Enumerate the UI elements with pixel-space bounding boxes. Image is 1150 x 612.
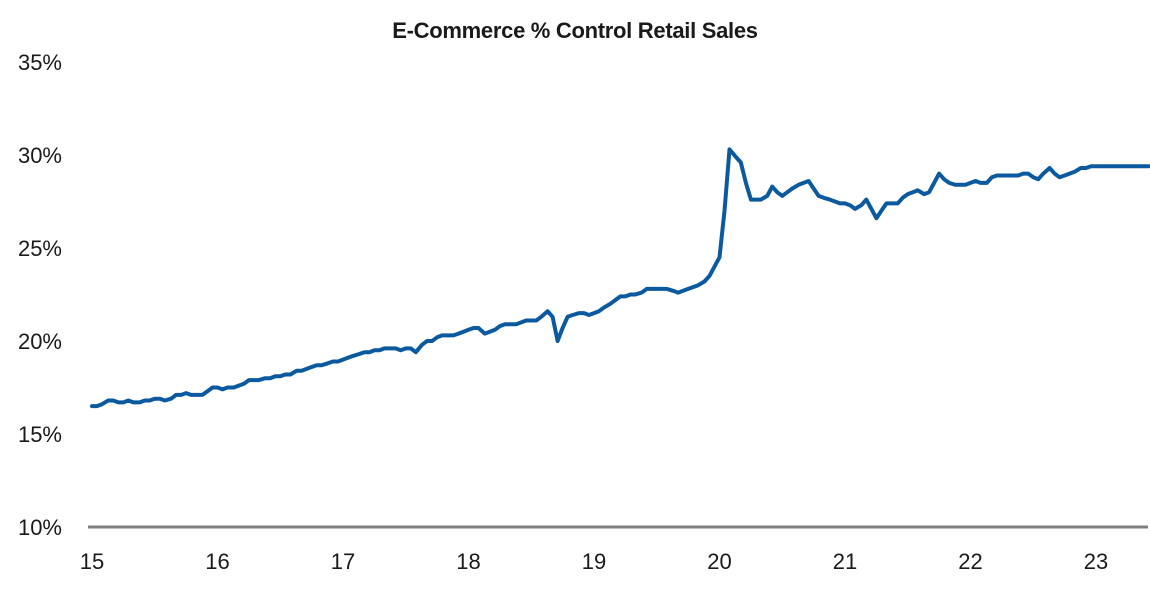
x-tick-label: 15: [80, 549, 104, 574]
x-tick-label: 18: [456, 549, 480, 574]
y-axis-tick-labels: 10% 15% 20% 25% 30% 35%: [18, 50, 62, 540]
x-tick-label: 23: [1084, 549, 1108, 574]
x-tick-label: 21: [833, 549, 857, 574]
y-tick-label: 20%: [18, 329, 62, 354]
chart-title: E-Commerce % Control Retail Sales: [392, 18, 758, 43]
y-tick-label: 10%: [18, 515, 62, 540]
y-tick-label: 25%: [18, 236, 62, 261]
y-tick-label: 15%: [18, 422, 62, 447]
y-tick-label: 30%: [18, 143, 62, 168]
x-tick-label: 22: [958, 549, 982, 574]
x-axis-tick-labels: 15 16 17 18 19 20 21 22 23: [80, 549, 1108, 574]
x-tick-label: 20: [707, 549, 731, 574]
x-tick-label: 17: [331, 549, 355, 574]
x-tick-label: 16: [205, 549, 229, 574]
y-tick-label: 35%: [18, 50, 62, 75]
series-line: [90, 147, 1150, 409]
x-tick-label: 19: [582, 549, 606, 574]
